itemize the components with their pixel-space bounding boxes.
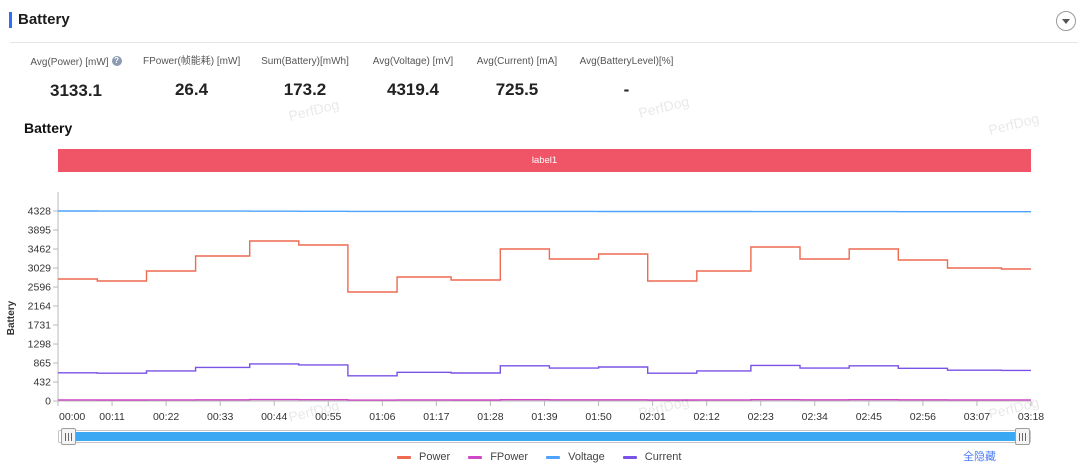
legend-item-power[interactable]: Power	[397, 450, 450, 464]
y-tick-label: 4328	[28, 206, 52, 218]
stat-label: Avg(Power) [mW]	[30, 56, 122, 69]
x-tick-label: 02:45	[856, 411, 882, 423]
legend-item-current[interactable]: Current	[622, 450, 682, 464]
collapse-toggle-button[interactable]	[1056, 11, 1076, 31]
legend-item-voltage[interactable]: Voltage	[546, 450, 605, 464]
chart-legend: Power FPower Voltage Current	[397, 450, 681, 464]
stat-avg-voltage: Avg(Voltage) [mV] 4319.4	[371, 56, 455, 100]
range-start-handle[interactable]	[60, 428, 76, 445]
x-tick-label: 01:06	[369, 411, 395, 423]
x-tick-label: 00:00	[59, 411, 85, 423]
y-tick-label: 1731	[28, 320, 52, 332]
label-bar-text: label1	[531, 155, 558, 166]
stat-value: -	[623, 80, 630, 99]
y-tick-label: 2164	[28, 301, 52, 313]
hide-all-series-link[interactable]: 全隐藏	[963, 451, 996, 463]
stat-label: FPower(帧能耗) [mW]	[143, 56, 241, 67]
panel-title: Battery	[18, 11, 70, 28]
x-tick-label: 00:44	[261, 411, 287, 423]
chart-title: Battery	[24, 120, 73, 136]
stat-avg-battery-level: Avg(BatteryLevel)[%] -	[579, 56, 674, 100]
legend-item-fpower[interactable]: FPower	[468, 450, 528, 464]
stat-label-text: Avg(Power) [mW]	[30, 57, 109, 68]
stat-value: 4319.4	[387, 80, 439, 99]
stat-value: 3133.1	[50, 81, 102, 100]
legend-label: FPower	[490, 451, 529, 463]
x-tick-label: 00:33	[207, 411, 233, 423]
stat-label: Sum(Battery)[mWh]	[261, 56, 349, 67]
x-tick-label: 02:01	[639, 411, 665, 423]
x-tick-label: 00:22	[153, 411, 179, 423]
x-tick-label: 01:39	[531, 411, 557, 423]
legend-label: Voltage	[568, 451, 605, 463]
y-tick-label: 3029	[28, 263, 52, 275]
stat-value: 725.5	[495, 80, 539, 99]
series-line-current	[58, 363, 1031, 377]
watermark: PerfDog	[286, 96, 341, 124]
stat-fpower: FPower(帧能耗) [mW] 26.4	[143, 56, 240, 100]
y-tick-label: 3462	[28, 244, 52, 256]
x-tick-label: 01:17	[423, 411, 449, 423]
x-tick-label: 02:34	[802, 411, 828, 423]
series-line-fpower	[58, 398, 1031, 401]
legend-label: Current	[644, 451, 682, 463]
range-end-handle[interactable]	[1014, 428, 1030, 445]
x-tick-label: 01:50	[585, 411, 611, 423]
y-tick-label: 432	[33, 377, 51, 389]
battery-line-chart: 0 432 865 1298 1731 2164 2596 3029 3462 3895 4328 0…	[6, 192, 1044, 423]
x-tick-label: 00:55	[315, 411, 341, 423]
legend-marker-voltage	[546, 455, 561, 459]
time-range-selection[interactable]	[68, 432, 1022, 441]
label-bar: label1	[58, 149, 1031, 172]
y-tick-label: 865	[33, 358, 51, 370]
y-axis-label: Battery	[6, 300, 17, 335]
stat-sum-battery: Sum(Battery)[mWh] 173.2	[259, 56, 351, 100]
x-tick-label: 03:18	[1018, 411, 1044, 423]
header-divider	[10, 42, 1078, 43]
stat-avg-current: Avg(Current) [mA] 725.5	[475, 56, 559, 100]
x-tick-label: 03:07	[964, 411, 990, 423]
stat-value: 26.4	[174, 80, 209, 99]
x-tick-label: 02:56	[910, 411, 936, 423]
question-circle-icon[interactable]	[111, 56, 122, 66]
y-tick-label: 2596	[28, 282, 52, 294]
x-tick-label: 02:23	[748, 411, 774, 423]
x-tick-label: 00:11	[99, 411, 125, 423]
watermark: PerfDog	[986, 110, 1041, 138]
stat-label: Avg(Current) [mA]	[476, 56, 558, 67]
stat-label: Avg(BatteryLevel)[%]	[579, 56, 674, 67]
y-tick-label: 1298	[28, 339, 52, 351]
legend-marker-fpower	[468, 455, 483, 459]
chevron-down-icon	[1062, 18, 1070, 24]
stat-value: 173.2	[283, 80, 327, 99]
x-tick-label: 01:28	[477, 411, 503, 423]
series-line-voltage	[58, 210, 1031, 213]
time-range-slider[interactable]	[58, 428, 1031, 445]
y-tick-label: 0	[45, 396, 51, 408]
legend-label: Power	[419, 451, 451, 463]
series-line-power	[58, 240, 1031, 293]
stat-label: Avg(Voltage) [mV]	[372, 56, 454, 67]
x-tick-label: 02:12	[694, 411, 720, 423]
legend-marker-power	[397, 455, 411, 459]
legend-marker-current	[622, 455, 637, 459]
stat-avg-power: Avg(Power) [mW] 3133.1	[30, 56, 122, 101]
y-tick-label: 3895	[28, 225, 52, 237]
header-accent-bar	[9, 12, 12, 28]
